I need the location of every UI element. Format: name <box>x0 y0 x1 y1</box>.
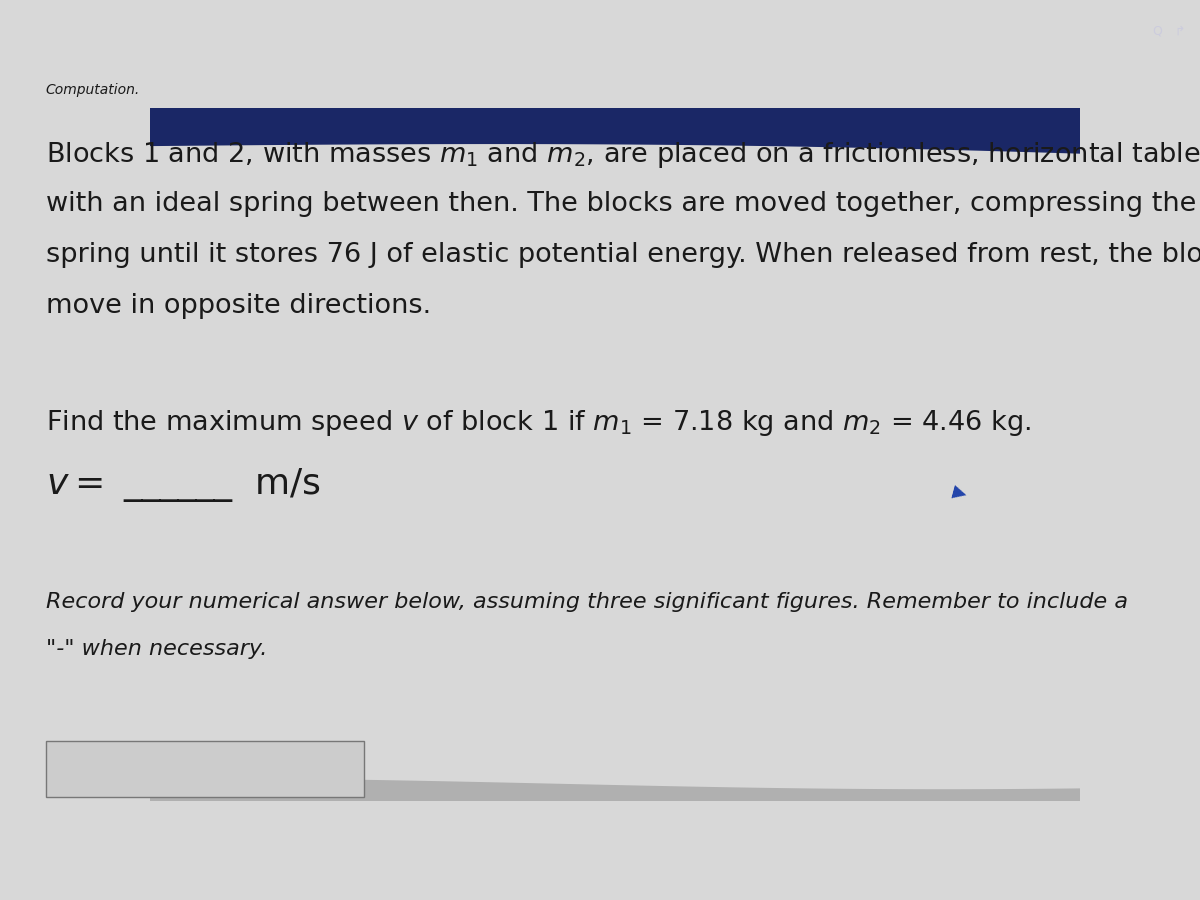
Text: Q: Q <box>1152 24 1162 37</box>
Text: with an ideal spring between then. The blocks are moved together, compressing th: with an ideal spring between then. The b… <box>46 191 1196 217</box>
Text: Blocks 1 and 2, with masses $m_1$ and $m_2$, are placed on a frictionless, horiz: Blocks 1 and 2, with masses $m_1$ and $m… <box>46 140 1200 169</box>
Text: Find the maximum speed $v$ of block 1 if $m_1$ = 7.18 kg and $m_2$ = 4.46 kg.: Find the maximum speed $v$ of block 1 if… <box>46 408 1031 437</box>
Text: "-" when necessary.: "-" when necessary. <box>46 639 266 659</box>
Text: ▶: ▶ <box>950 482 970 504</box>
Text: Computation.: Computation. <box>46 83 140 97</box>
Text: Record your numerical answer below, assuming three significant figures. Remember: Record your numerical answer below, assu… <box>46 592 1128 612</box>
Text: $v =$ ______  m/s: $v =$ ______ m/s <box>46 466 320 504</box>
Text: ↱: ↱ <box>1175 24 1184 37</box>
Polygon shape <box>150 108 1080 154</box>
Polygon shape <box>150 778 1080 801</box>
Text: spring until it stores 76 J of elastic potential energy. When released from rest: spring until it stores 76 J of elastic p… <box>46 242 1200 268</box>
Text: move in opposite directions.: move in opposite directions. <box>46 293 431 320</box>
